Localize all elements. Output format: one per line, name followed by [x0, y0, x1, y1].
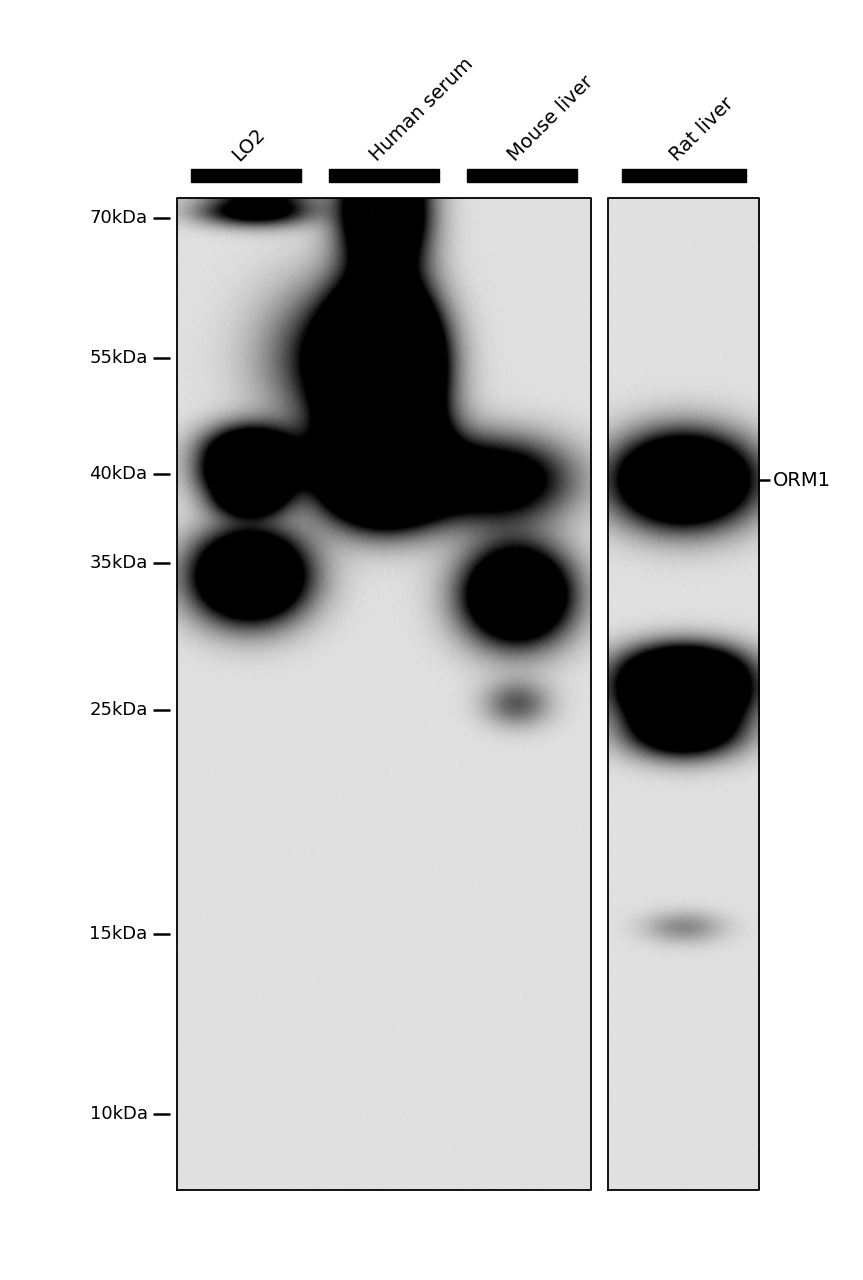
Text: 70kDa: 70kDa [90, 209, 148, 227]
Bar [329, 169, 439, 182]
Text: 55kDa: 55kDa [89, 349, 148, 367]
Bar [467, 169, 577, 182]
Text: Mouse liver: Mouse liver [504, 73, 597, 165]
Text: 10kDa: 10kDa [90, 1105, 148, 1123]
Text: Human serum: Human serum [366, 55, 477, 165]
Text: 15kDa: 15kDa [90, 925, 148, 943]
Text: 25kDa: 25kDa [89, 701, 148, 719]
Bar [177, 198, 591, 1190]
Text: LO2: LO2 [228, 125, 268, 165]
Text: Rat liver: Rat liver [666, 93, 737, 165]
Text: 35kDa: 35kDa [89, 554, 148, 572]
Bar [608, 198, 759, 1190]
Bar [191, 169, 301, 182]
Text: ORM1: ORM1 [772, 471, 830, 489]
Bar [622, 169, 746, 182]
Text: 40kDa: 40kDa [90, 465, 148, 483]
